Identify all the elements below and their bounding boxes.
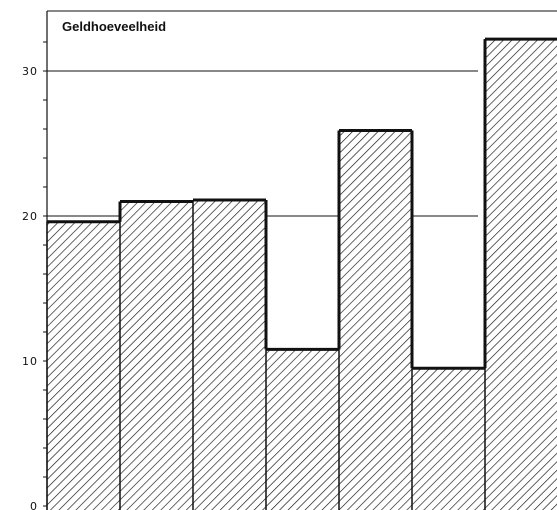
bar-3 [193, 200, 266, 510]
y-axis [46, 10, 557, 510]
bar-2 [120, 201, 193, 510]
bar-5 [339, 130, 412, 510]
chart-title: Geldhoeveelheid [62, 19, 166, 34]
bar-1 [47, 221, 120, 510]
bars [46, 37, 557, 510]
y-tick-label: 20 [22, 210, 38, 223]
bar-4 [266, 349, 339, 510]
y-tick-label: 30 [22, 65, 38, 78]
y-tick-label: 0 [30, 500, 38, 510]
y-ticks: 0 10 20 30 [22, 41, 47, 510]
y-tick-label: 10 [22, 355, 38, 368]
bar-6 [412, 368, 485, 510]
bar-7 [485, 39, 557, 510]
